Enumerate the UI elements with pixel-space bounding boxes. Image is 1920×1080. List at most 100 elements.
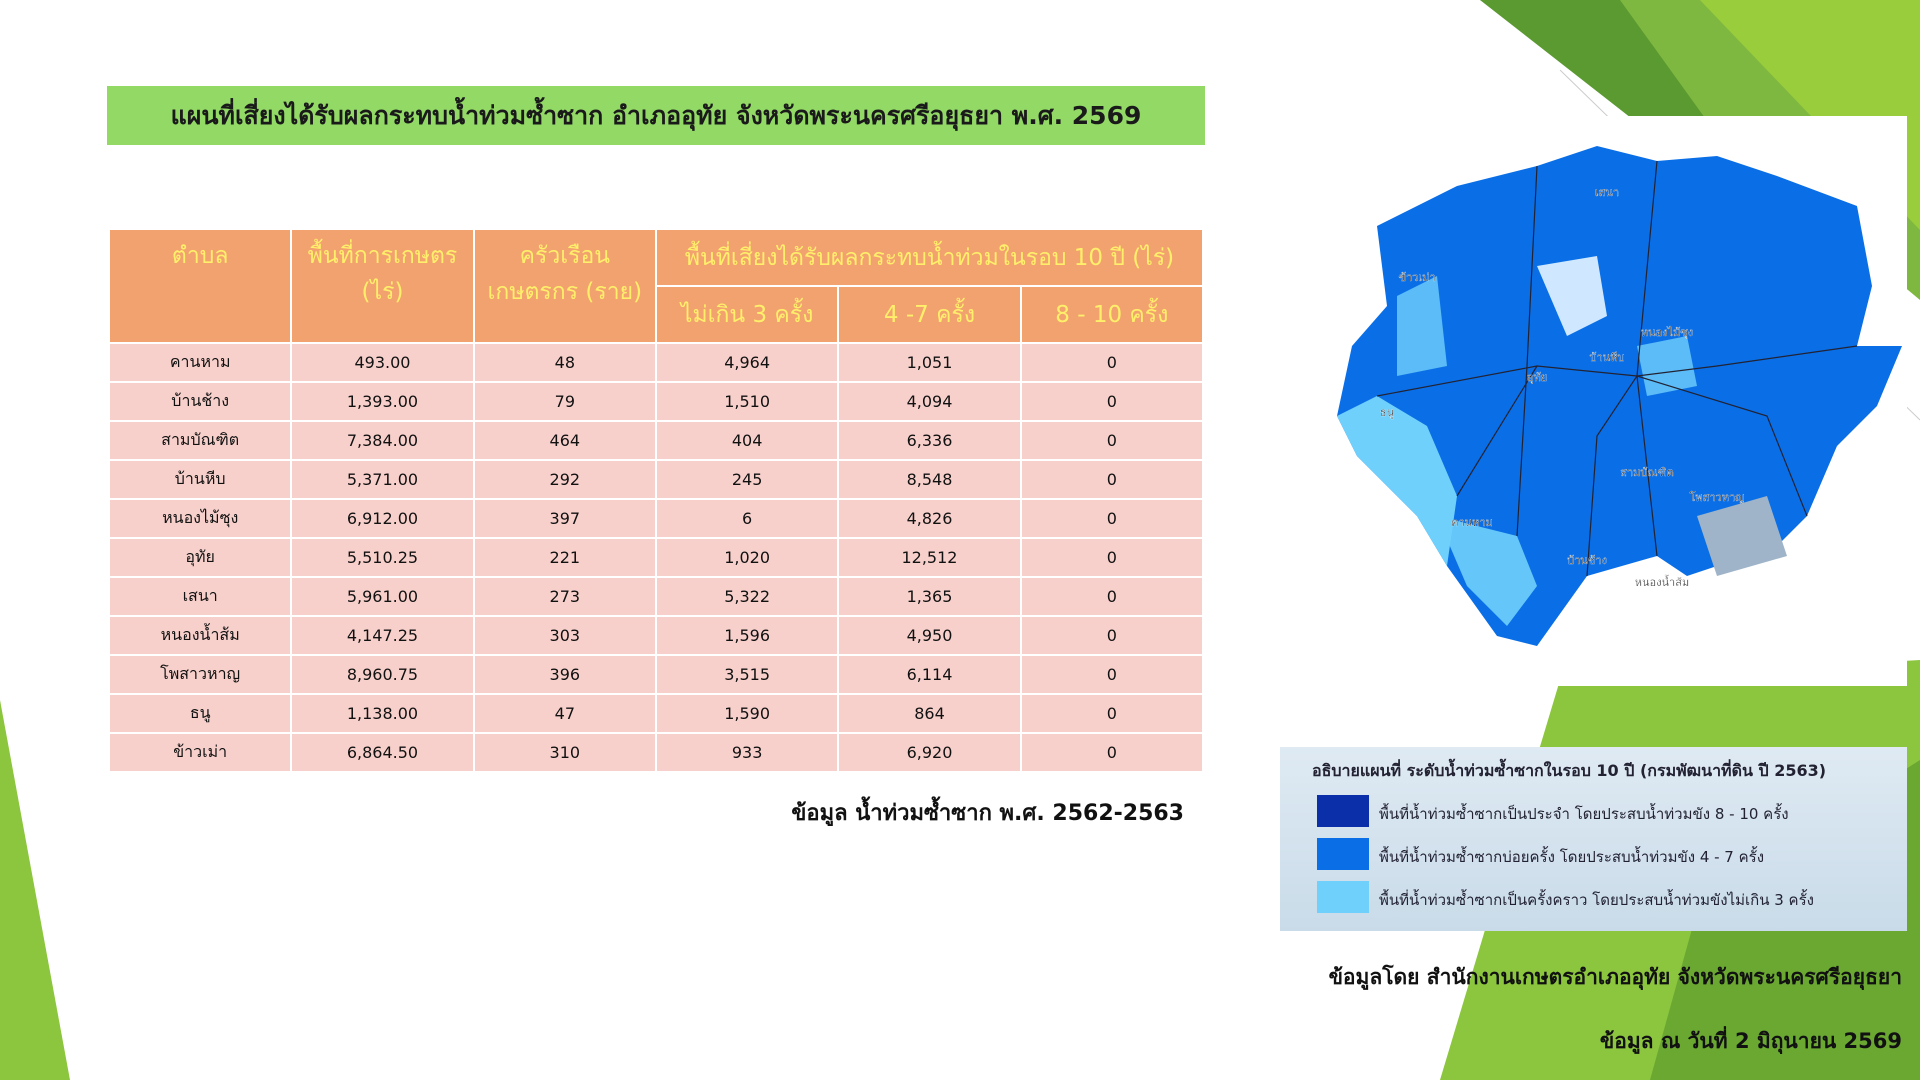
table-row: บ้านหีบ 5,371.00 292 245 8,548 0 <box>107 459 1205 500</box>
table-cell: 221 <box>472 537 657 578</box>
legend-item: พื้นที่น้ำท่วมซ้ำซากเป็นประจำ โดยประสบน้… <box>1317 795 1897 831</box>
table-cell: 79 <box>472 381 657 422</box>
table-cell: 12,512 <box>837 537 1022 578</box>
map-label: ข้าวเม่า <box>1398 271 1435 284</box>
table-cell: 1,051 <box>837 342 1022 383</box>
map-label: โพสาวหาญ <box>1689 490 1744 504</box>
table-cell: 5,510.25 <box>290 537 475 578</box>
legend-title: อธิบายแผนที่ ระดับน้ำท่วมซ้ำซากในรอบ 10 … <box>1312 761 1827 780</box>
legend-item: พื้นที่น้ำท่วมซ้ำซากเป็นครั้งคราว โดยประ… <box>1317 881 1897 917</box>
table-cell: 0 <box>1019 381 1205 422</box>
credit: ข้อมูลโดย สำนักงานเกษตรอำเภออุทัย จังหวั… <box>1328 965 1902 989</box>
table-row: ธนู 1,138.00 47 1,590 864 0 <box>107 693 1205 734</box>
table-cell: หนองน้ำส้ม <box>107 615 293 656</box>
table-cell: 0 <box>1019 615 1205 656</box>
table-cell: 3,515 <box>654 654 840 695</box>
table-row: ข้าวเม่า 6,864.50 310 933 6,920 0 <box>107 732 1205 773</box>
header-cell: ครัวเรือนเกษตรกร (ราย) <box>472 228 657 344</box>
table-cell: 48 <box>472 342 657 383</box>
map-label: บ้านหีบ <box>1590 351 1625 364</box>
table-row: อุทัย 5,510.25 221 1,020 12,512 0 <box>107 537 1205 578</box>
map-label: คานหาม <box>1451 516 1493 529</box>
table-source: ข้อมูล น้ำท่วมซ้ำซาก พ.ศ. 2562-2563 <box>791 801 1184 826</box>
table-row: คานหาม 493.00 48 4,964 1,051 0 <box>107 342 1205 383</box>
legend-label: พื้นที่น้ำท่วมซ้ำซากบ่อยครั้ง โดยประสบน้… <box>1379 848 1765 866</box>
table-cell: 47 <box>472 693 657 734</box>
subheader-cell: 8 - 10 ครั้ง <box>1019 285 1205 344</box>
table-cell: 303 <box>472 615 657 656</box>
table-cell: 1,138.00 <box>290 693 475 734</box>
table-cell: 4,950 <box>837 615 1022 656</box>
table-cell: อุทัย <box>107 537 293 578</box>
table-cell: 5,322 <box>654 576 840 617</box>
table-cell: 8,548 <box>837 459 1022 500</box>
table-cell: 6,114 <box>837 654 1022 695</box>
table-cell: 292 <box>472 459 657 500</box>
table-cell: 1,393.00 <box>290 381 475 422</box>
table-cell: 0 <box>1019 654 1205 695</box>
table-cell: 0 <box>1019 420 1205 461</box>
table-cell: 6 <box>654 498 840 539</box>
legend-label: พื้นที่น้ำท่วมซ้ำซากเป็นครั้งคราว โดยประ… <box>1379 891 1814 909</box>
table-cell: 464 <box>472 420 657 461</box>
slide-title: แผนที่เสี่ยงได้รับผลกระทบน้ำท่วมซ้ำซาก อ… <box>107 86 1205 145</box>
table-cell: 0 <box>1019 498 1205 539</box>
map-label: หนองน้ำส้ม <box>1635 574 1689 589</box>
table-cell: หนองไม้ซุง <box>107 498 293 539</box>
table-cell: 4,964 <box>654 342 840 383</box>
table-cell: บ้านหีบ <box>107 459 293 500</box>
table-cell: 5,961.00 <box>290 576 475 617</box>
table-cell: 4,147.25 <box>290 615 475 656</box>
table-row: หนองน้ำส้ม 4,147.25 303 1,596 4,950 0 <box>107 615 1205 656</box>
table-cell: 1,020 <box>654 537 840 578</box>
table-cell: 7,384.00 <box>290 420 475 461</box>
table-row: สามบัณฑิต 7,384.00 464 404 6,336 0 <box>107 420 1205 461</box>
table-cell: 404 <box>654 420 840 461</box>
flood-map: ข้าวเม่า เสนาหนองไม้ซุงบ้านหีบอุทัยธนูสาม… <box>1337 116 1907 686</box>
table-cell: โพสาวหาญ <box>107 654 293 695</box>
legend-swatch <box>1317 838 1369 870</box>
table-cell: 8,960.75 <box>290 654 475 695</box>
table-cell: 6,336 <box>837 420 1022 461</box>
table-cell: 1,365 <box>837 576 1022 617</box>
table-cell: 310 <box>472 732 657 773</box>
header-cell: พื้นที่เสี่ยงได้รับผลกระทบน้ำท่วมในรอบ 1… <box>654 228 1205 287</box>
subheader-cell: 4 -7 ครั้ง <box>837 285 1022 344</box>
table-cell: สามบัณฑิต <box>107 420 293 461</box>
table-cell: 4,094 <box>837 381 1022 422</box>
table-cell: คานหาม <box>107 342 293 383</box>
table-cell: 0 <box>1019 693 1205 734</box>
table-cell: 0 <box>1019 459 1205 500</box>
table-cell: 0 <box>1019 537 1205 578</box>
header-row: ตำบล พื้นที่การเกษตร (ไร่) ครัวเรือนเกษตรก… <box>107 228 1205 344</box>
table-cell: 0 <box>1019 732 1205 773</box>
table-cell: 493.00 <box>290 342 475 383</box>
table-row: เสนา 5,961.00 273 5,322 1,365 0 <box>107 576 1205 617</box>
table-cell: 6,920 <box>837 732 1022 773</box>
legend-label: พื้นที่น้ำท่วมซ้ำซากเป็นประจำ โดยประสบน้… <box>1379 805 1789 823</box>
data-date: ข้อมูล ณ วันที่ 2 มิถุนายน 2569 <box>1599 1029 1902 1053</box>
table-cell: 4,826 <box>837 498 1022 539</box>
table-cell: 6,864.50 <box>290 732 475 773</box>
table-cell: บ้านช้าง <box>107 381 293 422</box>
table-cell: 5,371.00 <box>290 459 475 500</box>
table-cell: 6,912.00 <box>290 498 475 539</box>
table-row: บ้านช้าง 1,393.00 79 1,510 4,094 0 <box>107 381 1205 422</box>
table-row: โพสาวหาญ 8,960.75 396 3,515 6,114 0 <box>107 654 1205 695</box>
table-cell: 396 <box>472 654 657 695</box>
table-cell: ข้าวเม่า <box>107 732 293 773</box>
legend-swatch <box>1317 881 1369 913</box>
table-cell: เสนา <box>107 576 293 617</box>
table-cell: 864 <box>837 693 1022 734</box>
map-label: บ้านช้าง <box>1567 554 1607 567</box>
table-cell: 1,596 <box>654 615 840 656</box>
map-legend: อธิบายแผนที่ ระดับน้ำท่วมซ้ำซากในรอบ 10 … <box>1280 747 1907 931</box>
table-cell: 1,510 <box>654 381 840 422</box>
legend-item: พื้นที่น้ำท่วมซ้ำซากบ่อยครั้ง โดยประสบน้… <box>1317 838 1897 874</box>
table-cell: 0 <box>1019 576 1205 617</box>
legend-swatch <box>1317 795 1369 827</box>
header-cell: ตำบล <box>107 228 293 344</box>
table-cell: ธนู <box>107 693 293 734</box>
table-cell: 933 <box>654 732 840 773</box>
